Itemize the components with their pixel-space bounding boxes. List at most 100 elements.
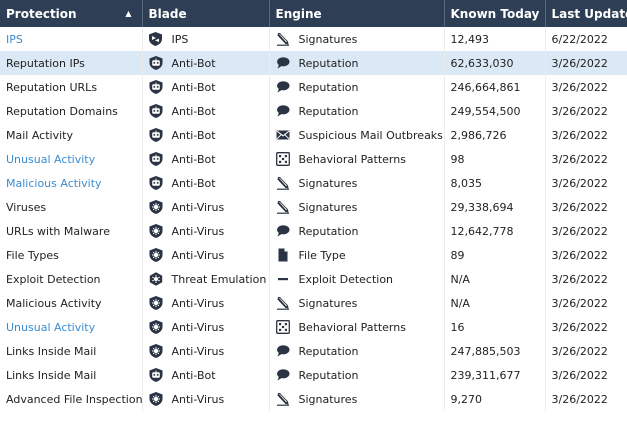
known-today-cell: 246,664,861 [444, 75, 546, 99]
column-header-engine[interactable]: Engine [269, 0, 445, 27]
protection-name[interactable]: Unusual Activity [6, 152, 96, 166]
table-row[interactable]: Exploit Detection Threat Emulation Exploit… [0, 267, 627, 291]
table-row[interactable]: Links Inside Mail Anti-Virus Reputation 247… [0, 339, 627, 363]
last-update-cell: 3/26/2022 [545, 243, 627, 267]
blade-name: Anti-Virus [171, 200, 225, 214]
engine-cell: Signatures [269, 387, 445, 411]
column-header-protection[interactable]: Protection ▲ [0, 0, 143, 27]
protection-name: Reputation Domains [6, 104, 118, 118]
column-header-label: Protection [6, 6, 77, 21]
protection-cell[interactable]: Unusual Activity [0, 315, 143, 339]
protections-table: Protection ▲ Blade Engine Known Today Las… [0, 0, 627, 411]
engine-name: Behavioral Patterns [298, 152, 406, 166]
protection-name: Mail Activity [6, 128, 73, 142]
dice-icon [275, 152, 290, 166]
table-row[interactable]: Viruses Anti-Virus Signatures 29,338,694 3/2… [0, 195, 627, 219]
known-today-value: 89 [450, 248, 465, 262]
protection-name[interactable]: Malicious Activity [6, 176, 102, 190]
protection-name: File Types [6, 248, 59, 262]
last-update-cell: 3/26/2022 [545, 51, 627, 75]
known-today-value: 2,986,726 [450, 128, 507, 142]
known-today-cell: 12,493 [444, 27, 546, 51]
known-today-cell: 89 [444, 243, 546, 267]
last-update-value: 3/26/2022 [551, 176, 608, 190]
protection-cell[interactable]: Unusual Activity [0, 147, 143, 171]
anti-bot-icon [149, 176, 163, 190]
protection-name[interactable]: IPS [6, 32, 23, 46]
threat-emulation-icon [149, 272, 163, 286]
pen-icon [276, 392, 290, 406]
anti-virus-icon [149, 344, 163, 358]
engine-name: Reputation [298, 368, 359, 382]
known-today-cell: N/A [444, 291, 546, 315]
table-row[interactable]: Unusual Activity Anti-Bot Behavioral Patte… [0, 147, 627, 171]
anti-virus-icon [149, 296, 163, 310]
anti-virus-icon [149, 224, 163, 238]
protection-name[interactable]: Unusual Activity [6, 320, 96, 334]
last-update-value: 3/26/2022 [551, 320, 608, 334]
protection-name: Malicious Activity [6, 296, 102, 310]
blade-cell: Anti-Bot [142, 147, 270, 171]
table-row[interactable]: Advanced File Inspection Anti-Virus Signat… [0, 387, 627, 411]
anti-bot-icon [149, 56, 163, 70]
protection-cell: Advanced File Inspection [0, 387, 143, 411]
last-update-value: 3/26/2022 [551, 224, 608, 238]
engine-cell: Exploit Detection [269, 267, 445, 291]
blade-name: Anti-Virus [171, 224, 225, 238]
table-row[interactable]: Mail Activity Anti-Bot Suspicious Mail Out… [0, 123, 627, 147]
last-update-cell: 6/22/2022 [545, 27, 627, 51]
anti-bot-icon [149, 128, 163, 142]
table-row[interactable]: Reputation URLs Anti-Bot Reputation 246,664… [0, 75, 627, 99]
known-today-cell: 8,035 [444, 171, 546, 195]
protection-name: Links Inside Mail [6, 344, 97, 358]
engine-name: File Type [298, 248, 346, 262]
blade-cell: Anti-Bot [142, 75, 270, 99]
speech-bubble-icon [276, 224, 290, 238]
blade-cell: Anti-Bot [142, 99, 270, 123]
last-update-cell: 3/26/2022 [545, 219, 627, 243]
speech-bubble-icon [276, 344, 290, 358]
table-row[interactable]: File Types Anti-Virus File Type 89 3/26/2022 [0, 243, 627, 267]
engine-cell: Reputation [269, 75, 445, 99]
anti-virus-icon [149, 248, 163, 262]
table-row[interactable]: IPS IPS Signatures 12,493 6/22/2022 [0, 27, 627, 51]
last-update-cell: 3/26/2022 [545, 99, 627, 123]
table-row[interactable]: Malicious Activity Anti-Virus Signatures N/… [0, 291, 627, 315]
column-header-label: Known Today [450, 6, 540, 21]
blade-cell: Anti-Bot [142, 123, 270, 147]
pen-icon [276, 296, 290, 310]
table-row[interactable]: Malicious Activity Anti-Bot Signatures 8,03… [0, 171, 627, 195]
table-row[interactable]: Reputation Domains Anti-Bot Reputation 249,… [0, 99, 627, 123]
last-update-value: 6/22/2022 [551, 32, 608, 46]
last-update-value: 3/26/2022 [551, 128, 608, 142]
pen-icon [276, 32, 290, 46]
blade-name: Anti-Virus [171, 344, 225, 358]
protection-cell[interactable]: Malicious Activity [0, 171, 143, 195]
protection-cell: Mail Activity [0, 123, 143, 147]
known-today-cell: 16 [444, 315, 546, 339]
last-update-cell: 3/26/2022 [545, 195, 627, 219]
blade-cell: Anti-Virus [142, 315, 270, 339]
engine-cell: Signatures [269, 27, 445, 51]
engine-cell: Reputation [269, 219, 445, 243]
last-update-cell: 3/26/2022 [545, 387, 627, 411]
column-header-last-update[interactable]: Last Update [545, 0, 627, 27]
table-row[interactable]: Links Inside Mail Anti-Bot Reputation 239,3… [0, 363, 627, 387]
last-update-value: 3/26/2022 [551, 152, 608, 166]
column-header-known-today[interactable]: Known Today [444, 0, 546, 27]
last-update-value: 3/26/2022 [551, 200, 608, 214]
known-today-value: 247,885,503 [450, 344, 521, 358]
protection-cell: Reputation Domains [0, 99, 143, 123]
last-update-value: 3/26/2022 [551, 296, 608, 310]
last-update-cell: 3/26/2022 [545, 267, 627, 291]
column-header-blade[interactable]: Blade [142, 0, 270, 27]
table-row[interactable]: Unusual Activity Anti-Virus Behavioral Pat… [0, 315, 627, 339]
blade-name: Anti-Virus [171, 296, 225, 310]
table-row[interactable]: Reputation IPs Anti-Bot Reputation 62,633,0… [0, 51, 627, 75]
blade-name: Anti-Bot [171, 80, 216, 94]
protection-cell[interactable]: IPS [0, 27, 143, 51]
table-row[interactable]: URLs with Malware Anti-Virus Reputation 12,… [0, 219, 627, 243]
protection-name: Reputation IPs [6, 56, 85, 70]
known-today-cell: 98 [444, 147, 546, 171]
last-update-cell: 3/26/2022 [545, 171, 627, 195]
